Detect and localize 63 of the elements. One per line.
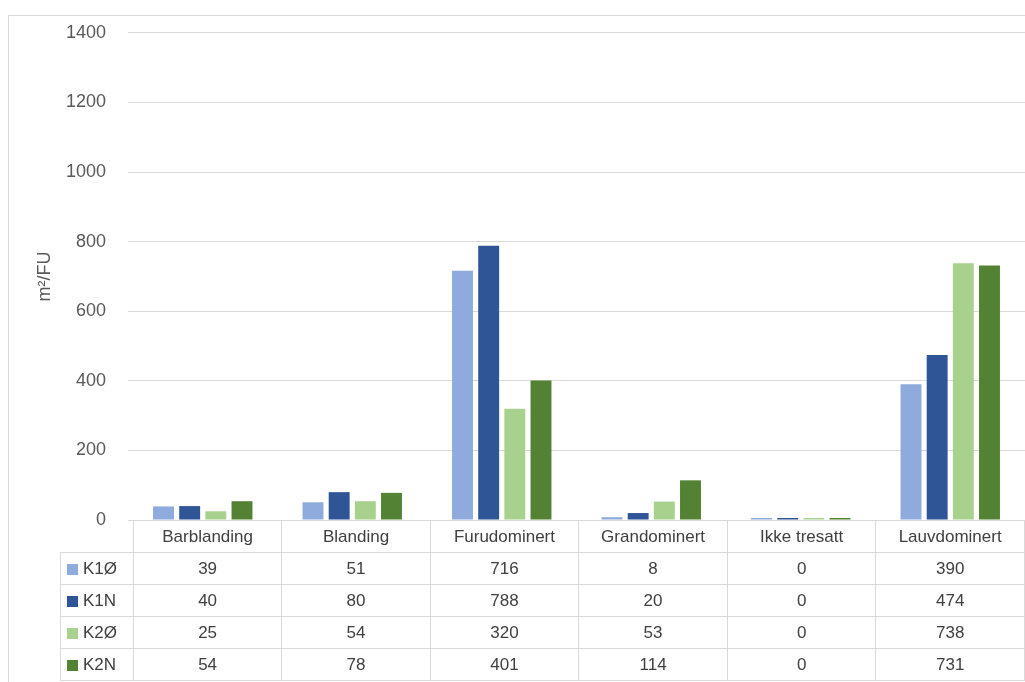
data-label: 51 <box>281 552 431 585</box>
bar <box>231 501 253 520</box>
bar <box>530 380 552 520</box>
x-tick-label: Blanding <box>281 520 431 553</box>
bar <box>504 408 526 520</box>
x-tick-label: Lauvdominert <box>875 520 1025 553</box>
x-tick-label: Ikke tresatt <box>727 520 876 553</box>
y-tick-label: 200 <box>75 439 106 460</box>
bar <box>680 480 701 520</box>
bar <box>952 263 974 520</box>
data-label: 78 <box>281 648 431 681</box>
data-label: 716 <box>430 552 579 585</box>
y-tick-label: 1200 <box>65 91 106 112</box>
data-label: 20 <box>578 584 728 617</box>
data-label: 8 <box>578 552 728 585</box>
y-tick-label: 0 <box>95 508 106 529</box>
bar <box>179 506 201 520</box>
bar <box>900 384 922 520</box>
bar <box>354 501 376 520</box>
data-label: 0 <box>727 552 876 585</box>
bar <box>205 511 227 520</box>
data-label: 788 <box>430 584 579 617</box>
legend-label: K2Ø <box>60 616 134 649</box>
y-axis-title: m²/FU <box>33 251 54 302</box>
bar <box>381 492 402 520</box>
data-label: 80 <box>281 584 431 617</box>
data-label: 738 <box>875 616 1025 649</box>
bar <box>302 502 324 520</box>
y-tick-label: 1400 <box>65 21 106 42</box>
x-tick-label: Furudominert <box>430 520 579 553</box>
bar <box>478 245 500 520</box>
data-label: 0 <box>727 584 876 617</box>
bar <box>328 492 350 520</box>
legend-label: K2N <box>60 648 134 681</box>
y-tick-label: 400 <box>75 369 106 390</box>
bar <box>452 270 473 520</box>
legend-label: K1Ø <box>60 552 134 585</box>
data-label: 39 <box>133 552 282 585</box>
bar <box>627 513 649 520</box>
bar <box>979 265 1000 520</box>
data-label: 54 <box>133 648 282 681</box>
bar <box>153 506 174 520</box>
data-label: 0 <box>727 616 876 649</box>
y-tick-label: 1000 <box>65 160 106 181</box>
data-label: 40 <box>133 584 282 617</box>
data-label: 401 <box>430 648 579 681</box>
y-tick-label: 600 <box>75 300 106 321</box>
y-tick-label: 800 <box>75 230 106 251</box>
data-label: 114 <box>578 648 728 681</box>
data-label: 0 <box>727 648 876 681</box>
bar <box>926 355 948 520</box>
data-label: 25 <box>133 616 282 649</box>
data-label: 474 <box>875 584 1025 617</box>
x-tick-label: Grandominert <box>578 520 728 553</box>
bar <box>653 501 675 520</box>
x-tick-label: Barblanding <box>133 520 282 553</box>
data-label: 320 <box>430 616 579 649</box>
legend-label: K1N <box>60 584 134 617</box>
data-label: 54 <box>281 616 431 649</box>
data-label: 53 <box>578 616 728 649</box>
data-label: 390 <box>875 552 1025 585</box>
bar <box>601 517 623 520</box>
data-label: 731 <box>875 648 1025 681</box>
